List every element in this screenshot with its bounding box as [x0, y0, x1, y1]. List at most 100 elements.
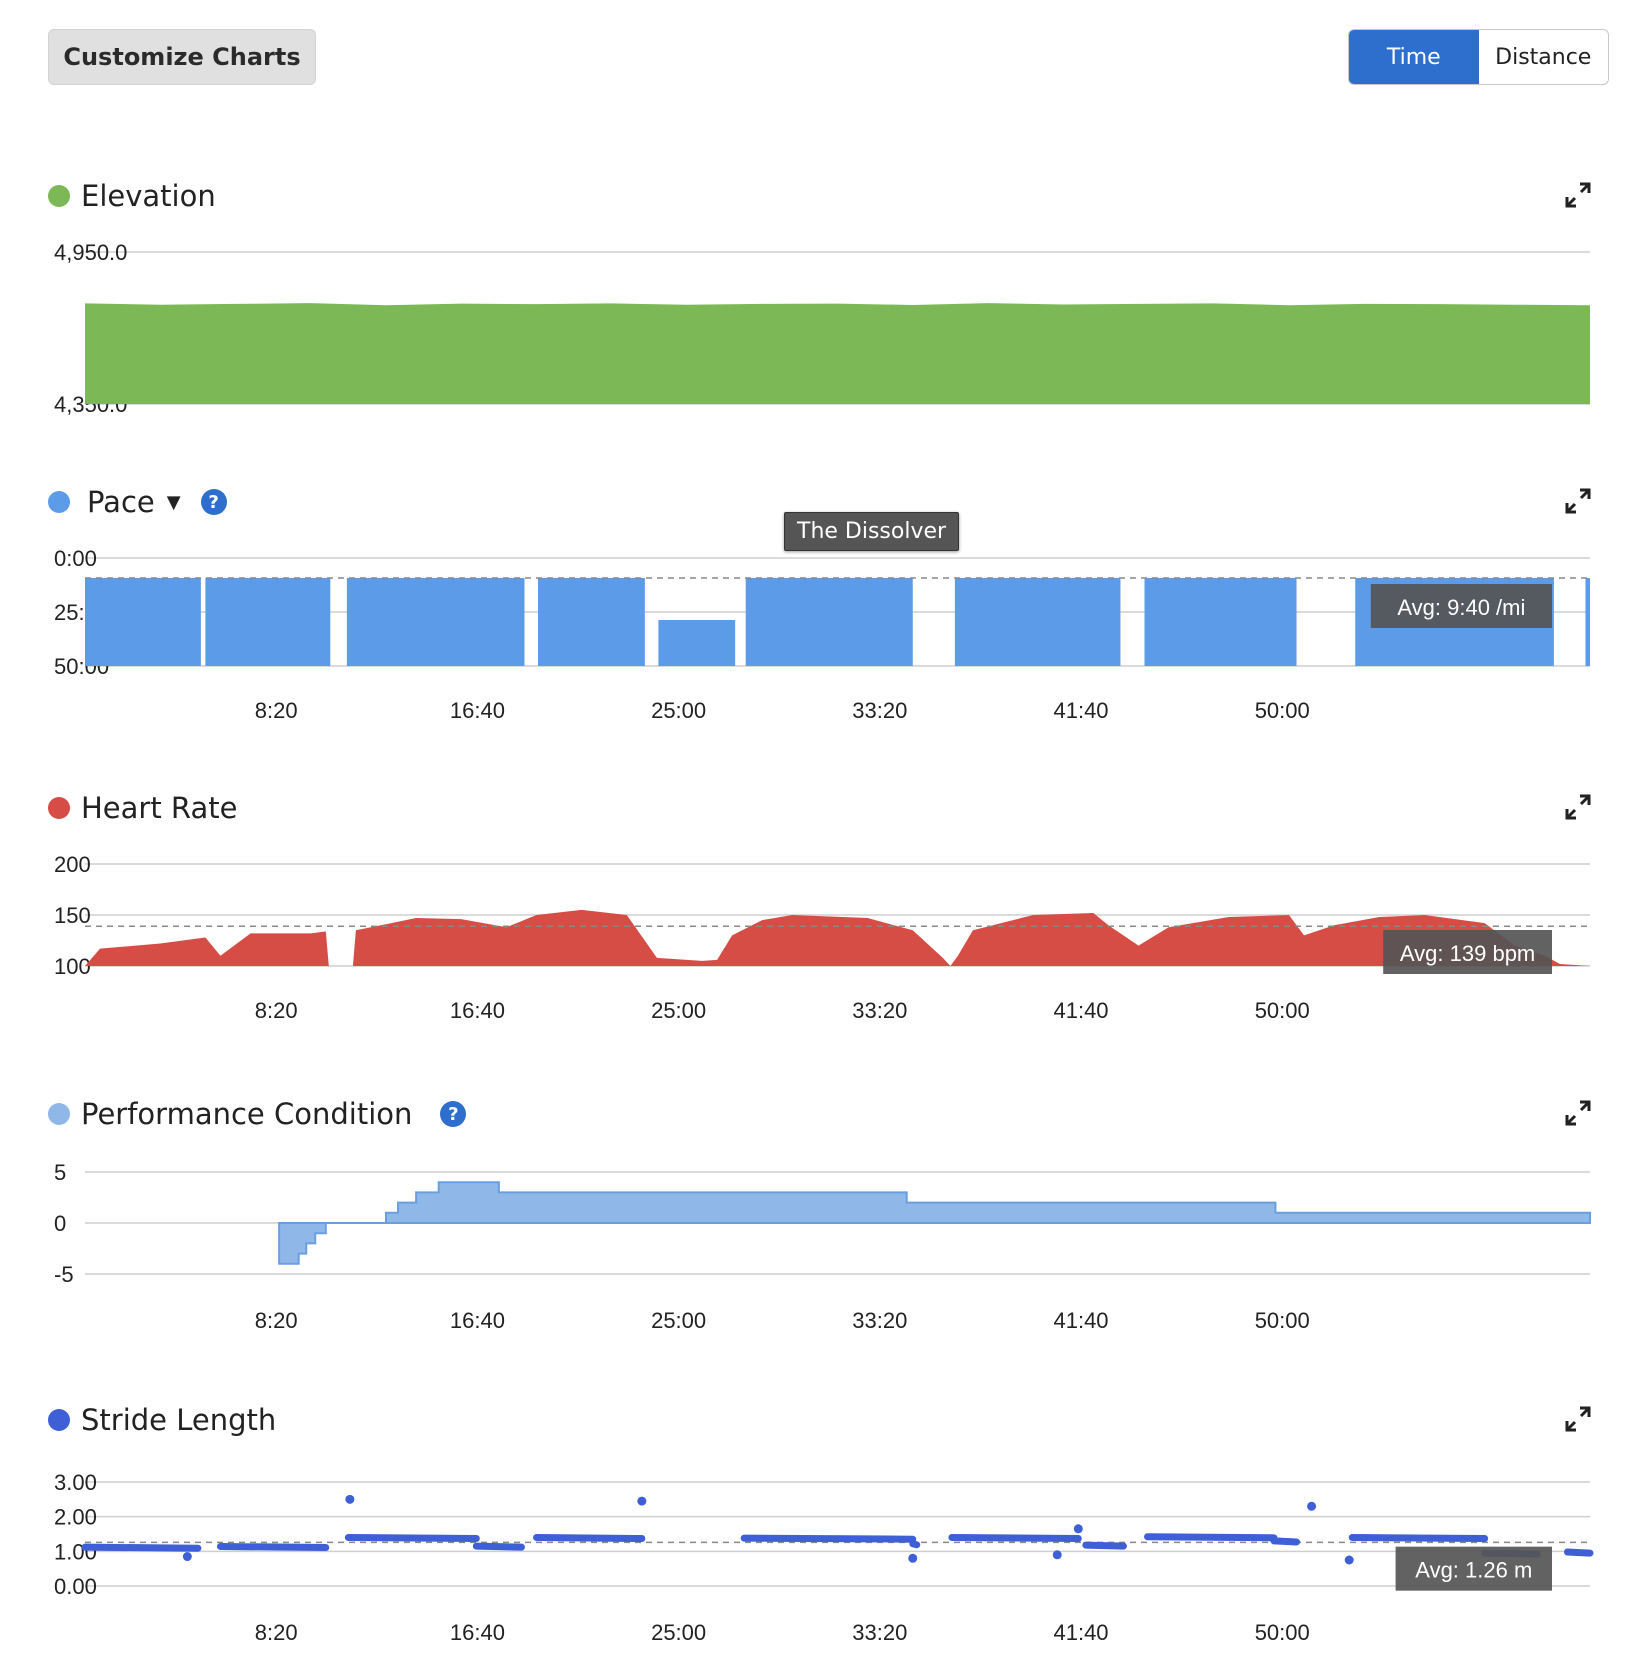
- stride-length-chart: 3.00 2.00 1.00 0.00 Avg: 1.26 m 8:20 16:40 25:0…: [54, 1470, 1594, 1645]
- x-tick-label: 33:20: [852, 998, 907, 1023]
- stride-length-segment: [344, 1533, 480, 1543]
- performance-condition-help-icon[interactable]: ?: [440, 1101, 467, 1127]
- x-tick-label: 16:40: [450, 1620, 505, 1645]
- stride-length-point: [182, 1552, 192, 1562]
- pace-segment: [745, 578, 913, 666]
- performance-condition-y-tick: -5: [54, 1262, 74, 1287]
- stride-length-point: [908, 1553, 918, 1563]
- stride-length-segment: [948, 1533, 1082, 1543]
- x-tick-label: 25:00: [651, 998, 706, 1023]
- heart-rate-y-tick: 200: [54, 852, 91, 877]
- x-tick-label: 50:00: [1255, 1308, 1310, 1333]
- pace-segment: [85, 578, 201, 666]
- pace-segment: [1144, 578, 1297, 666]
- stride-length-y-tick: 3.00: [54, 1470, 97, 1495]
- stride-length-title-text: Stride Length: [81, 1403, 277, 1437]
- pace-segment: [954, 578, 1121, 666]
- elevation-area: [85, 303, 1590, 404]
- heart-rate-title-text: Heart Rate: [81, 791, 238, 825]
- x-tick-label: 50:00: [1255, 1620, 1310, 1645]
- pace-title-text: Pace: [87, 485, 155, 519]
- distance-toggle-button[interactable]: Distance: [1495, 44, 1592, 70]
- x-tick-label: 41:40: [1053, 998, 1108, 1023]
- x-tick-label: 33:20: [852, 698, 907, 723]
- heart-rate-avg-badge: Avg: 139 bpm: [1400, 941, 1535, 966]
- stride-length-segment: [1082, 1541, 1127, 1550]
- heart-rate-y-tick: 100: [54, 954, 91, 979]
- pace-segment: [658, 620, 736, 666]
- pace-title: Pace ▼ ?: [48, 482, 227, 522]
- stride-length-title: Stride Length: [48, 1400, 276, 1440]
- x-tick-label: 8:20: [255, 1308, 298, 1333]
- x-tick-label: 41:40: [1053, 1620, 1108, 1645]
- pace-help-icon[interactable]: ?: [200, 489, 227, 515]
- pace-segment: [1585, 578, 1590, 666]
- x-tick-label: 8:20: [255, 698, 298, 723]
- x-tick-label: 33:20: [852, 1620, 907, 1645]
- x-tick-label: 41:40: [1053, 1308, 1108, 1333]
- performance-condition-legend-dot: [48, 1103, 70, 1125]
- pace-segment: [538, 578, 645, 666]
- elevation-y-tick: 4,950.0: [54, 240, 127, 265]
- x-tick-label: 16:40: [450, 998, 505, 1023]
- tooltip: The Dissolver: [784, 512, 960, 551]
- x-tick-label: 25:00: [651, 698, 706, 723]
- elevation-expand-icon[interactable]: [1565, 182, 1591, 208]
- stride-length-point: [1307, 1501, 1317, 1511]
- stride-length-point: [637, 1496, 647, 1506]
- elevation-title: Elevation: [48, 176, 216, 216]
- heart-rate-expand-icon[interactable]: [1565, 794, 1591, 820]
- performance-condition-y-tick: 5: [54, 1160, 66, 1185]
- x-tick-label: 33:20: [852, 1308, 907, 1333]
- stride-length-segment: [81, 1543, 202, 1552]
- heart-rate-title: Heart Rate: [48, 788, 237, 828]
- x-tick-label: 41:40: [1053, 698, 1108, 723]
- elevation-title-text: Elevation: [81, 179, 216, 213]
- pace-avg-badge-bg: [1370, 584, 1552, 628]
- performance-condition-chart: 5 0 -5 8:20 16:40 25:00 33:20 41:40 50:00: [54, 1160, 1591, 1333]
- performance-condition-y-tick: 0: [54, 1211, 66, 1236]
- stride-length-legend-dot: [48, 1409, 70, 1431]
- pace-segment: [346, 578, 525, 666]
- customize-charts-button[interactable]: Customize Charts: [48, 29, 316, 85]
- heart-rate-chart: 200 150 100 Avg: 139 bpm 8:20 16:40 25:00 33:20…: [54, 852, 1590, 1023]
- time-distance-toggle: Time Distance: [1348, 29, 1609, 85]
- x-tick-label: 25:00: [651, 1308, 706, 1333]
- x-tick-label: 16:40: [450, 698, 505, 723]
- stride-length-segment: [1563, 1548, 1594, 1557]
- elevation-legend-dot: [48, 185, 70, 207]
- stride-length-segment: [1270, 1537, 1301, 1546]
- stride-length-point: [1073, 1524, 1083, 1534]
- pace-dropdown-icon[interactable]: ▼: [166, 491, 181, 513]
- stride-length-segment: [216, 1542, 330, 1552]
- stride-length-segment: [740, 1534, 917, 1543]
- x-tick-label: 8:20: [255, 1620, 298, 1645]
- stride-length-segment: [1348, 1533, 1489, 1543]
- stride-length-avg-badge: Avg: 1.26 m: [1415, 1558, 1532, 1583]
- stride-length-point: [1344, 1555, 1354, 1565]
- heart-rate-avg-badge-bg: [1383, 930, 1552, 974]
- pace-avg-badge: Avg: 9:40 /mi: [1397, 595, 1525, 620]
- stride-length-y-tick: 0.00: [54, 1574, 97, 1599]
- stride-length-avg-badge-bg: [1395, 1546, 1552, 1591]
- performance-condition-title: Performance Condition ?: [48, 1094, 467, 1134]
- x-tick-label: 50:00: [1255, 698, 1310, 723]
- x-tick-label: 25:00: [651, 1620, 706, 1645]
- performance-condition-area: [278, 1181, 1591, 1265]
- time-toggle-button[interactable]: Time: [1349, 30, 1479, 84]
- performance-condition-expand-icon[interactable]: [1565, 1100, 1591, 1126]
- heart-rate-legend-dot: [48, 797, 70, 819]
- stride-length-expand-icon[interactable]: [1565, 1406, 1591, 1432]
- performance-condition-title-text: Performance Condition: [81, 1097, 413, 1131]
- pace-expand-icon[interactable]: [1565, 488, 1591, 514]
- elevation-chart: 4,950.04,350.0: [54, 240, 1590, 417]
- stride-length-point: [1052, 1550, 1062, 1560]
- x-tick-label: 16:40: [450, 1308, 505, 1333]
- stride-length-segment: [472, 1542, 525, 1551]
- stride-length-segment: [909, 1540, 921, 1549]
- pace-legend-dot: [48, 491, 70, 513]
- x-tick-label: 8:20: [255, 998, 298, 1023]
- pace-y-tick: 0:00: [54, 546, 97, 571]
- pace-segment: [205, 578, 331, 666]
